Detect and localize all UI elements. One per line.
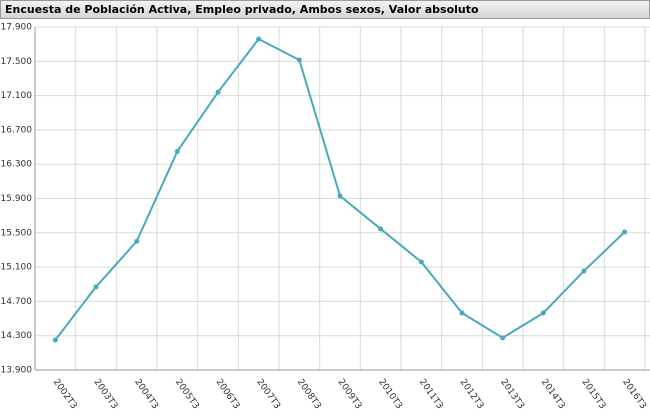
data-point bbox=[500, 335, 506, 341]
x-tick-label: 2010T3 bbox=[376, 377, 404, 411]
x-tick-label: 2005T3 bbox=[173, 377, 201, 411]
y-tick-label: 15.900 bbox=[1, 194, 33, 204]
x-tick-label: 2013T3 bbox=[498, 377, 526, 411]
x-tick-label: 2009T3 bbox=[335, 377, 363, 411]
x-tick-label: 2011T3 bbox=[417, 377, 445, 411]
y-tick-label: 17.500 bbox=[1, 57, 33, 67]
x-tick-label: 2008T3 bbox=[295, 377, 323, 411]
x-tick-label: 2006T3 bbox=[213, 377, 241, 411]
x-tick-label: 2003T3 bbox=[91, 377, 119, 411]
y-tick-label: 15.500 bbox=[1, 228, 33, 238]
y-tick-label: 14.300 bbox=[1, 331, 33, 341]
x-tick-label: 2016T3 bbox=[620, 377, 648, 411]
data-point bbox=[256, 36, 262, 42]
data-point bbox=[378, 226, 384, 232]
data-point bbox=[418, 259, 424, 265]
x-tick-label: 2002T3 bbox=[51, 377, 79, 411]
x-tick-label: 2004T3 bbox=[132, 377, 160, 411]
y-tick-label: 13.900 bbox=[1, 366, 33, 376]
y-tick-label: 17.100 bbox=[1, 91, 33, 101]
data-point bbox=[215, 89, 221, 95]
data-point bbox=[296, 57, 302, 63]
data-point bbox=[540, 310, 546, 316]
data-point bbox=[174, 148, 180, 154]
x-tick-label: 2007T3 bbox=[254, 377, 282, 411]
data-point bbox=[459, 310, 465, 316]
x-tick-label: 2015T3 bbox=[579, 377, 607, 411]
data-point bbox=[52, 337, 58, 343]
data-point bbox=[581, 268, 587, 274]
x-tick-label: 2014T3 bbox=[539, 377, 567, 411]
y-tick-label: 14.700 bbox=[1, 297, 33, 307]
data-point bbox=[337, 193, 343, 199]
data-point bbox=[134, 238, 140, 244]
chart-title: Encuesta de Población Activa, Empleo pri… bbox=[5, 3, 479, 16]
y-tick-label: 16.300 bbox=[1, 160, 33, 170]
data-point bbox=[622, 229, 628, 235]
y-tick-label: 17.900 bbox=[1, 23, 33, 33]
y-tick-label: 16.700 bbox=[1, 125, 33, 135]
data-point bbox=[93, 284, 99, 290]
y-tick-label: 15.100 bbox=[1, 263, 33, 273]
x-tick-label: 2012T3 bbox=[457, 377, 485, 411]
